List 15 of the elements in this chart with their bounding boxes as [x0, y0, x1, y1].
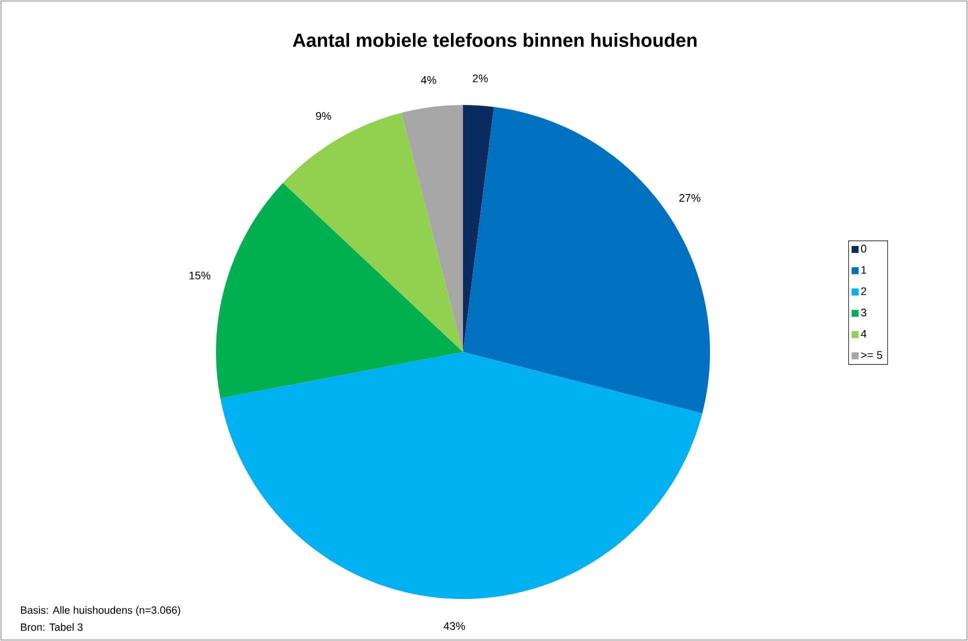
data-label: 27% — [679, 194, 700, 202]
data-label: 2% — [472, 74, 488, 82]
legend-label: 2 — [861, 287, 866, 296]
legend-label: >= 5 — [861, 351, 882, 359]
data-label: 15% — [190, 272, 210, 280]
legend-label: 3 — [861, 308, 866, 316]
legend-label: 0 — [861, 244, 866, 253]
data-label: 9% — [316, 112, 331, 120]
legend-label: 4 — [860, 330, 866, 338]
chart-title: Aantal mobiele telefoons binnen huishouden — [292, 33, 697, 47]
text: Bron: Tabel 3 — [21, 623, 83, 631]
text: Basis: Alle huishoudens (n=3.066) — [21, 606, 180, 616]
legend-label: 1 — [861, 266, 866, 274]
data-label: 43% — [444, 622, 465, 630]
data-label: 4% — [420, 76, 436, 84]
